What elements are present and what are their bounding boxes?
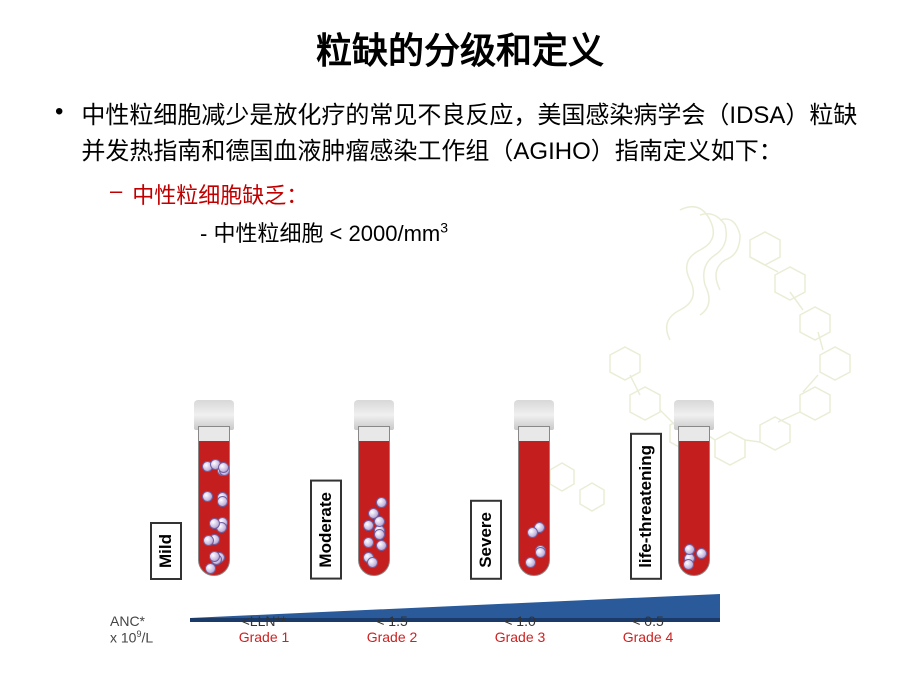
cell-icon bbox=[205, 563, 216, 574]
tube-body bbox=[358, 426, 390, 576]
cell-icon bbox=[202, 491, 213, 502]
tube bbox=[188, 400, 240, 580]
axis-column: < 1.5Grade 2 bbox=[328, 613, 456, 646]
axis-columns: <LLN**Grade 1< 1.5Grade 2< 1.0Grade 3< 0… bbox=[200, 613, 712, 646]
tube-group: Moderate bbox=[310, 400, 400, 580]
axis-column: < 0.5Grade 4 bbox=[584, 613, 712, 646]
anc-value: < 1.0 bbox=[456, 613, 584, 629]
dash-icon: – bbox=[110, 178, 122, 210]
cell-icon bbox=[217, 496, 228, 507]
sub-bullet-text: 中性粒细胞缺乏： bbox=[132, 178, 308, 210]
grade-label: Grade 4 bbox=[584, 629, 712, 645]
chart-area: Mild Moderate Severe life-threatening ANC* … bbox=[110, 350, 750, 660]
cell-icon bbox=[683, 559, 694, 570]
tube-label: Severe bbox=[470, 500, 502, 580]
grade-label: Grade 1 bbox=[200, 629, 328, 645]
tube-label: Moderate bbox=[310, 480, 342, 580]
cell-icon bbox=[209, 551, 220, 562]
cell-icon bbox=[684, 544, 695, 555]
tube-body bbox=[678, 426, 710, 576]
bullet-dot-icon: • bbox=[55, 98, 63, 170]
cell-icon bbox=[363, 520, 374, 531]
tubes-row: Mild Moderate Severe life-threatening bbox=[110, 350, 750, 580]
axis-column: <LLN**Grade 1 bbox=[200, 613, 328, 646]
anc-value: < 0.5 bbox=[584, 613, 712, 629]
cell-icon bbox=[374, 516, 385, 527]
tube-group: life-threatening bbox=[630, 400, 720, 580]
axis-label: ANC* x 109/L bbox=[110, 613, 200, 646]
tube-label: Mild bbox=[150, 522, 182, 580]
cell-icon bbox=[376, 497, 387, 508]
cell-icon bbox=[203, 535, 214, 546]
cell-icon bbox=[527, 527, 538, 538]
tube bbox=[348, 400, 400, 580]
anc-value: <LLN** bbox=[200, 613, 328, 629]
cell-icon bbox=[525, 557, 536, 568]
tube bbox=[508, 400, 560, 580]
cell-icon bbox=[367, 557, 378, 568]
cell-icon bbox=[363, 537, 374, 548]
cell-icon bbox=[696, 548, 707, 559]
main-bullet: • 中性粒细胞减少是放化疗的常见不良反应，美国感染病学会（IDSA）粒缺并发热指… bbox=[0, 90, 920, 176]
main-bullet-text: 中性粒细胞减少是放化疗的常见不良反应，美国感染病学会（IDSA）粒缺并发热指南和… bbox=[81, 98, 880, 170]
tube-body bbox=[198, 426, 230, 576]
grade-label: Grade 2 bbox=[328, 629, 456, 645]
axis-row: ANC* x 109/L <LLN**Grade 1< 1.5Grade 2< … bbox=[110, 613, 750, 646]
cell-icon bbox=[374, 529, 385, 540]
axis-column: < 1.0Grade 3 bbox=[456, 613, 584, 646]
tube bbox=[668, 400, 720, 580]
sub-sub-sup: 3 bbox=[440, 220, 448, 236]
tube-group: Severe bbox=[470, 400, 560, 580]
tube-body bbox=[518, 426, 550, 576]
cell-icon bbox=[535, 547, 546, 558]
grade-label: Grade 3 bbox=[456, 629, 584, 645]
anc-value: < 1.5 bbox=[328, 613, 456, 629]
sub-sub-text: - 中性粒细胞 < 2000/mm bbox=[200, 221, 440, 246]
tube-group: Mild bbox=[150, 400, 240, 580]
page-title: 粒缺的分级和定义 bbox=[0, 0, 920, 90]
cell-icon bbox=[376, 540, 387, 551]
tube-label: life-threatening bbox=[630, 433, 662, 580]
